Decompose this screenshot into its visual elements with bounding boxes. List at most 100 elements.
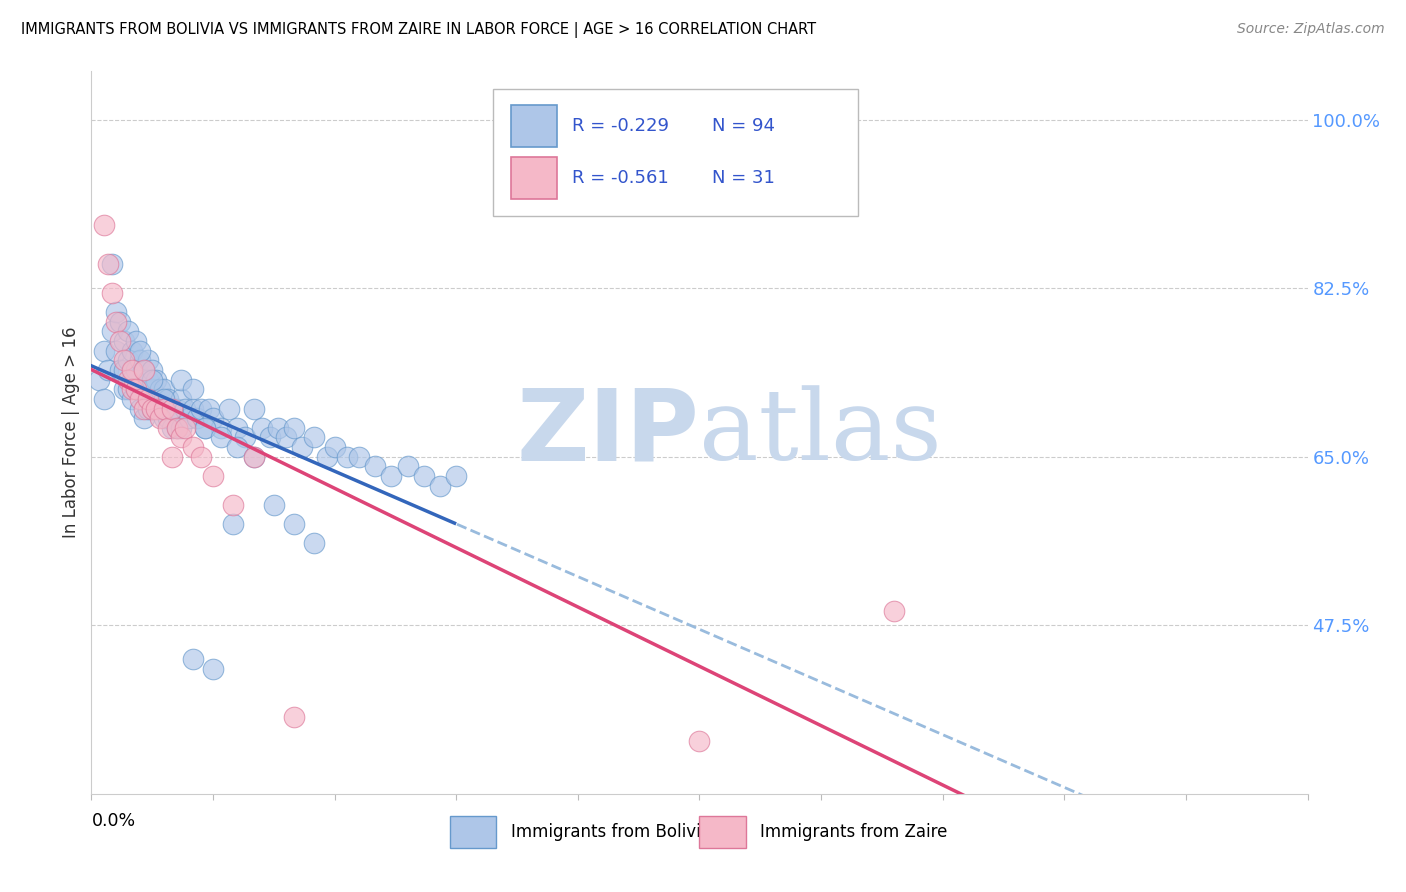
Point bbox=[336, 450, 359, 464]
Point bbox=[412, 469, 434, 483]
Point bbox=[267, 421, 290, 435]
Point bbox=[141, 373, 163, 387]
Point bbox=[444, 469, 467, 483]
Point bbox=[169, 421, 191, 435]
Point bbox=[108, 363, 131, 377]
Point bbox=[89, 373, 111, 387]
Point bbox=[129, 392, 152, 406]
Point bbox=[121, 392, 143, 406]
Point bbox=[202, 469, 225, 483]
FancyBboxPatch shape bbox=[450, 815, 496, 848]
Point bbox=[162, 421, 184, 435]
Point bbox=[218, 401, 240, 416]
Point bbox=[883, 604, 905, 618]
Text: atlas: atlas bbox=[699, 384, 942, 481]
Point bbox=[315, 450, 337, 464]
Point bbox=[153, 382, 176, 396]
Point bbox=[209, 421, 232, 435]
Point bbox=[93, 343, 115, 358]
Point bbox=[97, 257, 120, 271]
Point bbox=[688, 734, 710, 748]
Point bbox=[222, 498, 245, 512]
Point bbox=[242, 450, 264, 464]
Point bbox=[129, 353, 152, 368]
Point bbox=[166, 421, 188, 435]
Point bbox=[136, 392, 159, 406]
Point bbox=[283, 517, 305, 532]
Point bbox=[194, 421, 217, 435]
Point bbox=[100, 285, 122, 300]
Point bbox=[250, 421, 273, 435]
Point bbox=[222, 517, 245, 532]
Point bbox=[169, 392, 191, 406]
Point bbox=[226, 440, 249, 454]
Point bbox=[129, 401, 152, 416]
Point bbox=[117, 325, 139, 339]
Point bbox=[194, 421, 217, 435]
Point bbox=[112, 382, 135, 396]
Point bbox=[304, 536, 326, 550]
Point bbox=[209, 430, 232, 444]
Point bbox=[177, 411, 200, 425]
Point bbox=[108, 334, 131, 348]
Point bbox=[125, 334, 148, 348]
Text: R = -0.561: R = -0.561 bbox=[572, 169, 668, 186]
Text: ZIP: ZIP bbox=[516, 384, 699, 481]
Point bbox=[136, 353, 159, 368]
Text: R = -0.229: R = -0.229 bbox=[572, 117, 669, 136]
Point bbox=[104, 343, 127, 358]
Point bbox=[157, 421, 180, 435]
Point bbox=[121, 363, 143, 377]
Point bbox=[190, 401, 212, 416]
Point bbox=[235, 430, 257, 444]
Point bbox=[242, 450, 264, 464]
Point bbox=[117, 353, 139, 368]
Point bbox=[132, 411, 155, 425]
Point bbox=[100, 257, 122, 271]
Point bbox=[429, 478, 451, 492]
Point bbox=[112, 363, 135, 377]
Point bbox=[347, 450, 370, 464]
Text: Immigrants from Zaire: Immigrants from Zaire bbox=[761, 822, 948, 841]
Text: Source: ZipAtlas.com: Source: ZipAtlas.com bbox=[1237, 22, 1385, 37]
Point bbox=[132, 401, 155, 416]
Point bbox=[121, 382, 143, 396]
Text: N = 94: N = 94 bbox=[711, 117, 775, 136]
Point bbox=[364, 459, 387, 474]
Point bbox=[129, 382, 152, 396]
Point bbox=[93, 392, 115, 406]
Point bbox=[125, 382, 148, 396]
Point bbox=[162, 450, 184, 464]
Point bbox=[145, 392, 167, 406]
Point bbox=[396, 459, 419, 474]
Point bbox=[202, 411, 225, 425]
Point bbox=[121, 373, 143, 387]
FancyBboxPatch shape bbox=[510, 105, 557, 147]
Y-axis label: In Labor Force | Age > 16: In Labor Force | Age > 16 bbox=[62, 326, 80, 539]
Point bbox=[169, 373, 191, 387]
Point bbox=[153, 401, 176, 416]
Point bbox=[117, 373, 139, 387]
Point bbox=[153, 392, 176, 406]
Point bbox=[173, 421, 195, 435]
Point bbox=[112, 353, 135, 368]
Point bbox=[166, 421, 188, 435]
Point bbox=[97, 363, 120, 377]
Point bbox=[104, 305, 127, 319]
Point bbox=[145, 373, 167, 387]
Point bbox=[259, 430, 281, 444]
Point bbox=[274, 430, 297, 444]
Point bbox=[166, 401, 188, 416]
Point bbox=[145, 401, 167, 416]
Point bbox=[153, 411, 176, 425]
Point bbox=[169, 430, 191, 444]
Point bbox=[162, 401, 184, 416]
Point bbox=[104, 315, 127, 329]
FancyBboxPatch shape bbox=[510, 157, 557, 199]
Point bbox=[129, 343, 152, 358]
Point bbox=[162, 401, 184, 416]
Point bbox=[283, 421, 305, 435]
Point bbox=[117, 382, 139, 396]
Point bbox=[136, 373, 159, 387]
Point bbox=[242, 401, 264, 416]
